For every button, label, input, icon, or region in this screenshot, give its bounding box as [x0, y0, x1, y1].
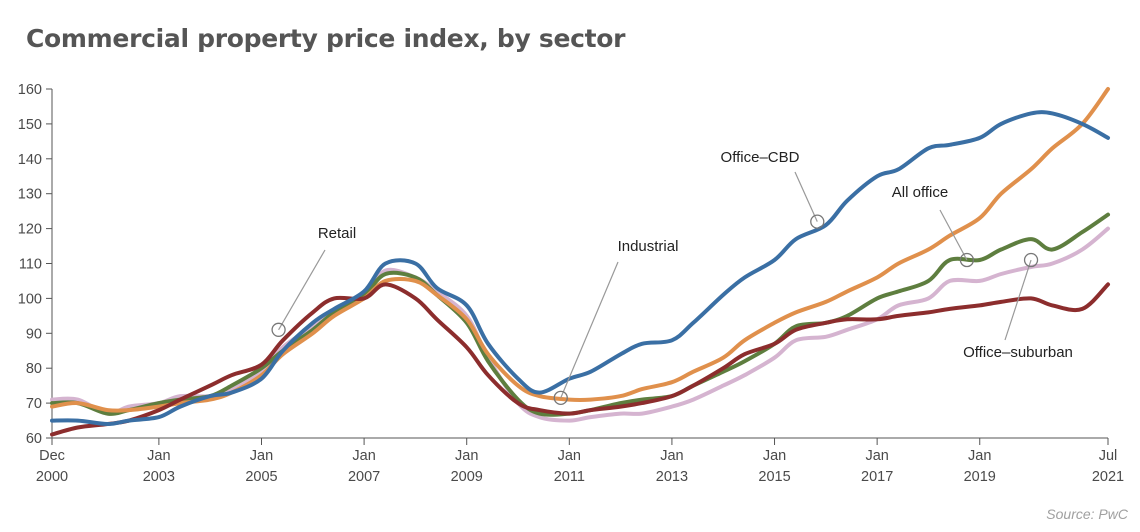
y-tick-label: 120	[18, 222, 42, 238]
x-tick-label-line2: 2019	[964, 469, 996, 485]
chart-title: Commercial property price index, by sect…	[26, 24, 626, 53]
y-tick-label: 130	[18, 187, 42, 203]
x-tick-label-line1: Jan	[968, 448, 991, 464]
y-tick-label: 140	[18, 152, 42, 168]
x-tick-label-line2: 2009	[451, 469, 483, 485]
annotation-leader-office-suburban	[1004, 259, 1032, 341]
x-tick-label-line1: Jan	[660, 448, 683, 464]
y-tick-label: 160	[18, 82, 42, 98]
x-tick-label-line1: Jan	[147, 448, 170, 464]
annotation-leader-office-cbd	[794, 171, 818, 222]
x-tick-label-line2: 2015	[758, 469, 790, 485]
x-tick-label-line1: Dec	[39, 448, 65, 464]
y-tick-label: 80	[26, 361, 42, 377]
annotation-label-all-office: All office	[892, 184, 948, 201]
annotation-leader-all-office	[939, 209, 968, 261]
series-line-office-cbd	[50, 110, 1110, 426]
x-tick-label-line2: 2013	[656, 469, 688, 485]
x-tick-label-line2: 2021	[1092, 469, 1124, 485]
source-note: Source: PwC	[1046, 506, 1128, 522]
annotation-leader-retail	[278, 249, 326, 331]
annotation-label-office-suburban: Office–suburban	[963, 344, 1073, 361]
series-line-industrial	[50, 282, 1110, 437]
x-tick-label-line2: 2017	[861, 469, 893, 485]
y-tick-label: 100	[18, 291, 42, 307]
x-tick-label-line1: Jan	[352, 448, 375, 464]
series-line-all-office	[50, 87, 1110, 413]
x-tick-label-line1: Jan	[250, 448, 273, 464]
x-tick-label-line1: Jul	[1099, 448, 1118, 464]
x-tick-label-line2: 2007	[348, 469, 380, 485]
annotation-label-office-cbd: Office–CBD	[721, 149, 800, 166]
x-tick-label-line2: 2011	[554, 469, 585, 485]
x-tick-label-line2: 2003	[143, 469, 175, 485]
annotation-marker-retail	[271, 322, 286, 337]
annotation-marker-industrial	[553, 390, 568, 406]
annotation-marker-all-office	[959, 252, 975, 268]
annotation-label-industrial: Industrial	[618, 238, 679, 255]
y-tick-label: 110	[19, 257, 42, 273]
annotation-marker-office-suburban	[1023, 252, 1039, 268]
x-tick-label-line1: Jan	[455, 448, 478, 464]
x-tick-label-line1: Jan	[763, 448, 786, 464]
annotation-marker-office-cbd	[810, 214, 825, 229]
annotation-leader-industrial	[560, 261, 619, 399]
x-tick-label-line1: Jan	[865, 448, 888, 464]
x-tick-label-line2: 2005	[245, 469, 277, 485]
annotation-label-retail: Retail	[318, 225, 356, 242]
y-tick-label: 90	[26, 326, 42, 342]
x-tick-label-line1: Jan	[558, 448, 581, 464]
y-tick-label: 70	[26, 396, 42, 412]
y-tick-label: 60	[26, 431, 42, 447]
series-line-retail	[50, 226, 1110, 423]
y-tick-label: 150	[18, 117, 42, 133]
x-tick-label-line2: 2000	[36, 469, 68, 485]
